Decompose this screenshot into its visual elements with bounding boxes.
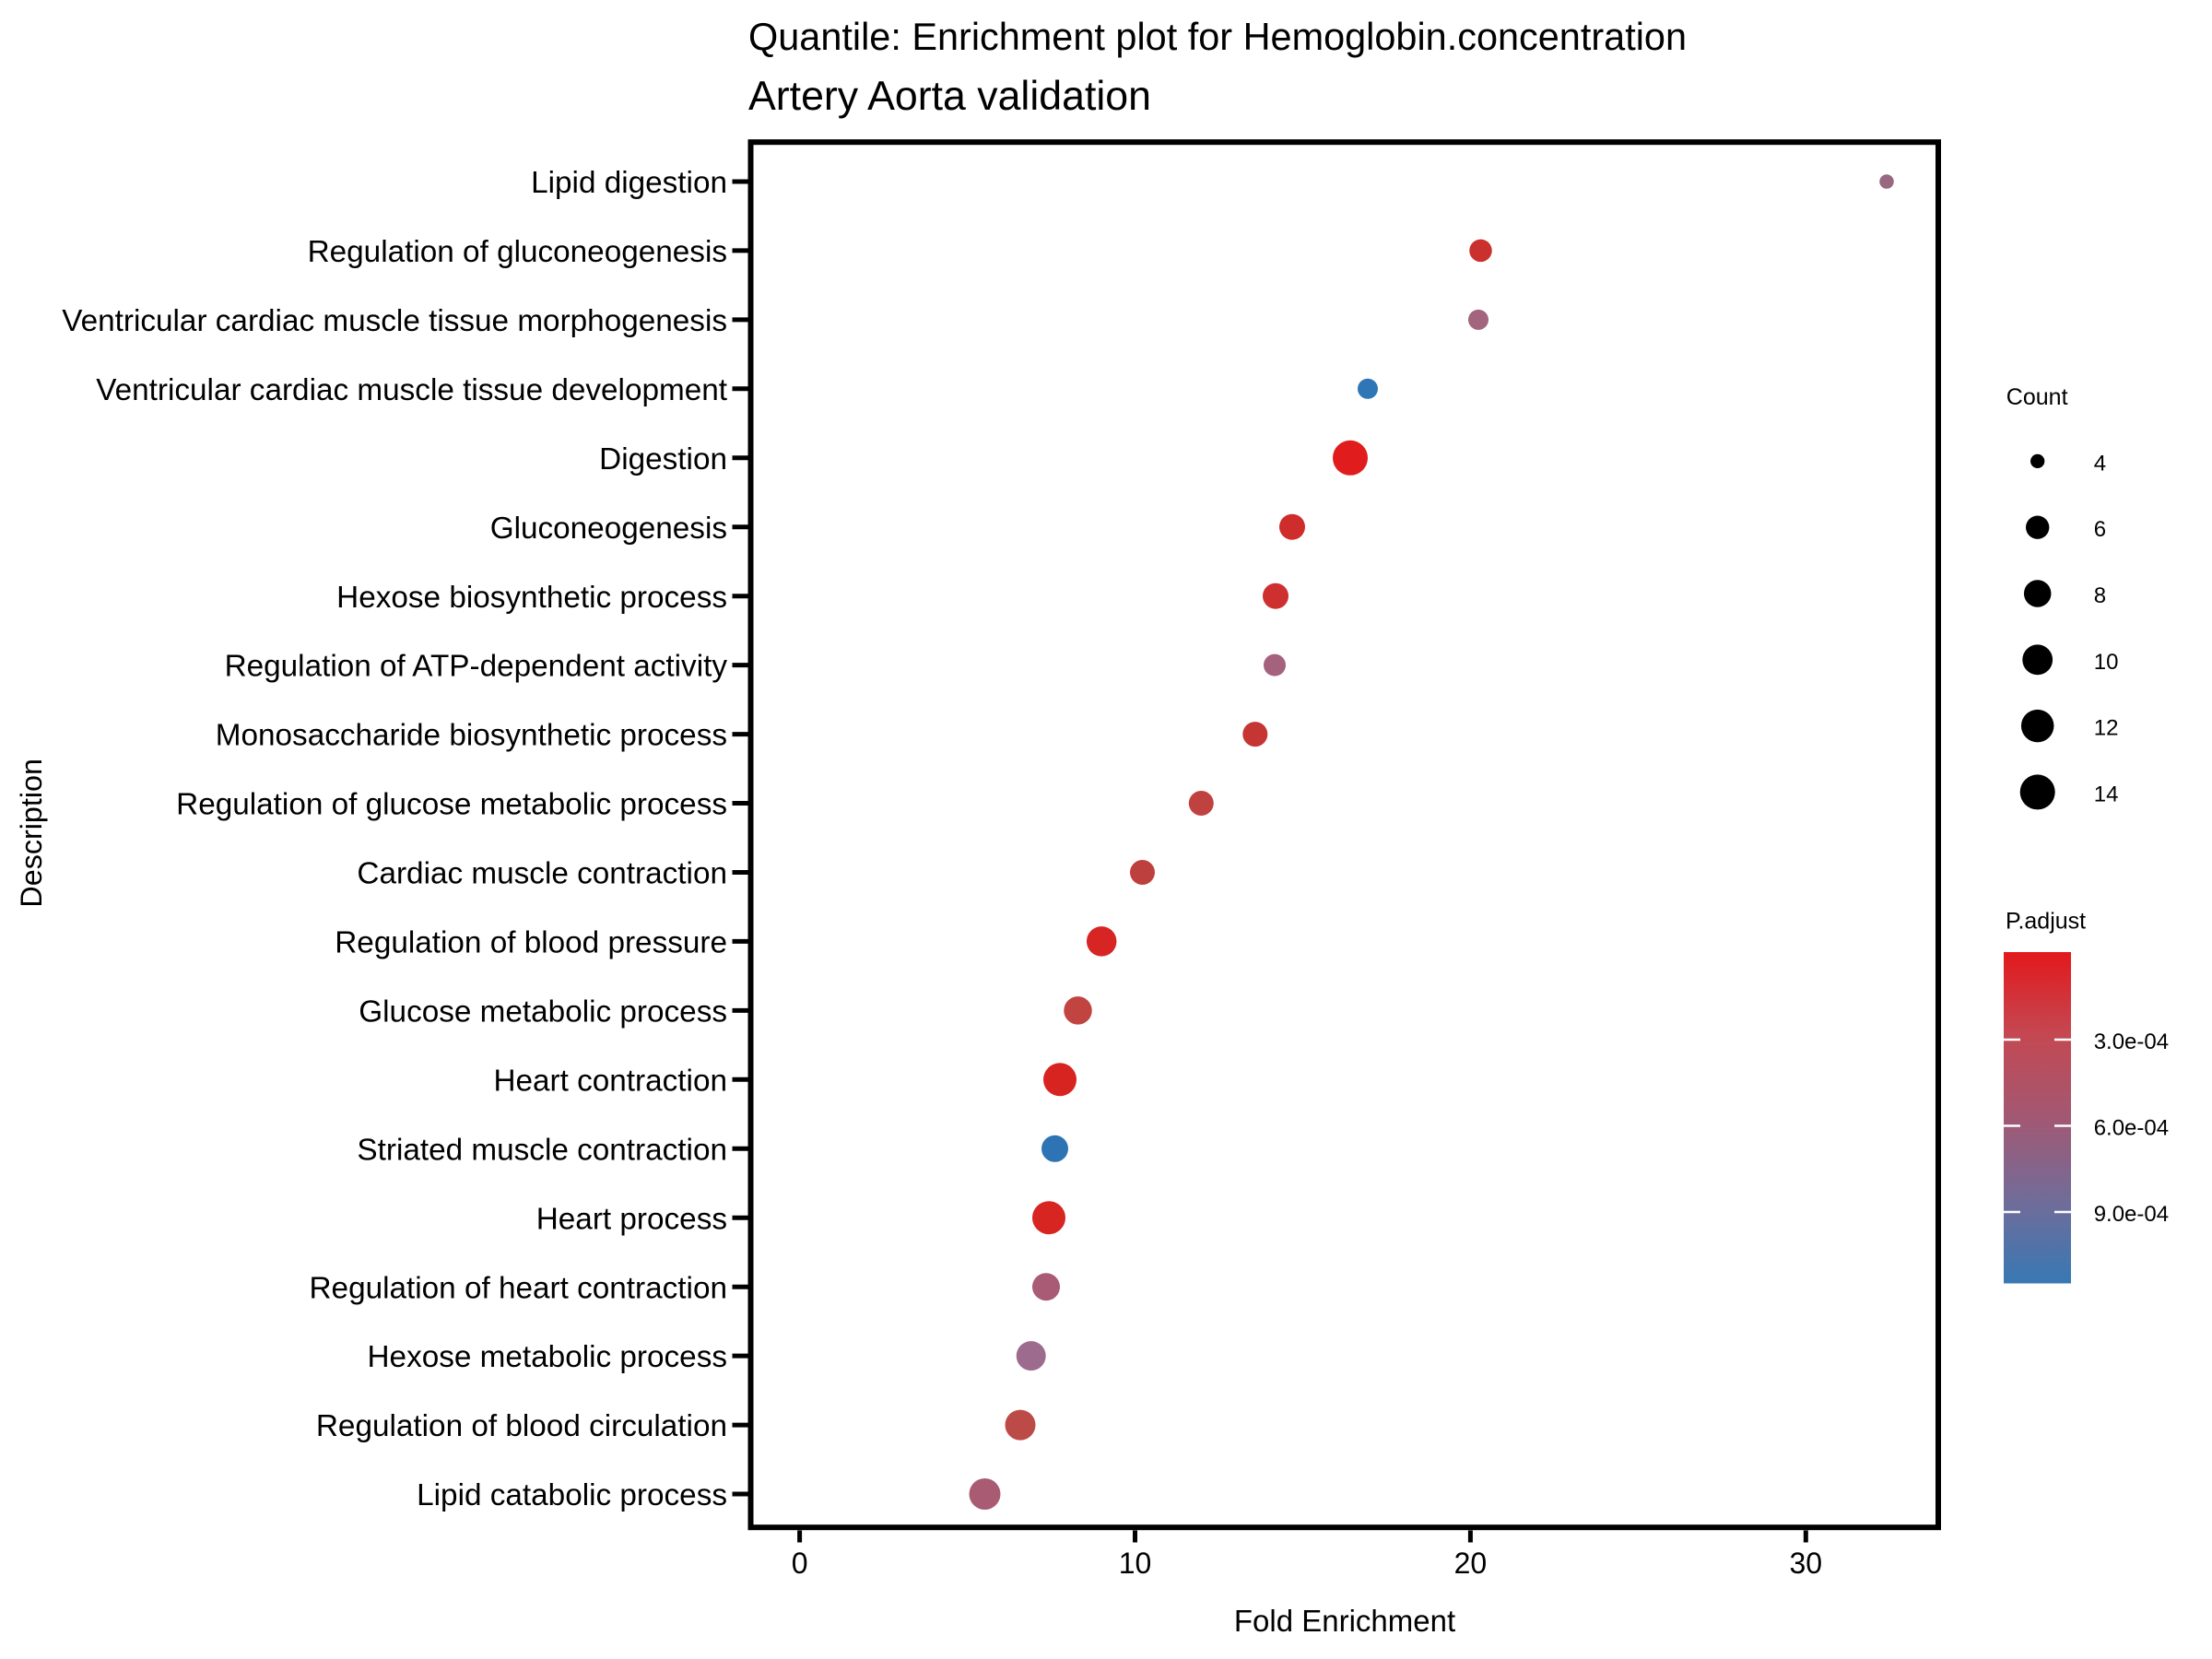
svg-text:14: 14 xyxy=(2094,782,2119,806)
svg-text:Lipid catabolic process: Lipid catabolic process xyxy=(417,1478,727,1512)
svg-text:Glucose metabolic process: Glucose metabolic process xyxy=(359,995,727,1030)
svg-text:6.0e-04: 6.0e-04 xyxy=(2094,1116,2169,1141)
svg-text:Heart process: Heart process xyxy=(536,1202,727,1236)
svg-text:Regulation of blood pressure: Regulation of blood pressure xyxy=(335,926,727,960)
svg-text:Lipid digestion: Lipid digestion xyxy=(531,166,727,200)
svg-text:10: 10 xyxy=(1119,1547,1152,1580)
svg-text:4: 4 xyxy=(2094,451,2106,476)
svg-text:Ventricular cardiac muscle tis: Ventricular cardiac muscle tissue morpho… xyxy=(62,304,727,338)
svg-text:30: 30 xyxy=(1790,1547,1823,1580)
svg-text:0: 0 xyxy=(792,1547,808,1580)
svg-text:P.adjust: P.adjust xyxy=(2006,909,2086,935)
svg-text:Regulation of heart contractio: Regulation of heart contraction xyxy=(310,1271,728,1305)
svg-text:Monosaccharide biosynthetic pr: Monosaccharide biosynthetic process xyxy=(216,719,727,753)
svg-text:3.0e-04: 3.0e-04 xyxy=(2094,1030,2169,1054)
svg-text:12: 12 xyxy=(2094,716,2119,741)
svg-text:Digestion: Digestion xyxy=(599,442,727,477)
svg-text:Fold Enrichment: Fold Enrichment xyxy=(1234,1604,1455,1638)
svg-text:Heart contraction: Heart contraction xyxy=(493,1064,727,1098)
svg-text:Description: Description xyxy=(15,759,48,908)
svg-text:Ventricular cardiac muscle tis: Ventricular cardiac muscle tissue develo… xyxy=(96,373,727,407)
svg-text:Regulation of gluconeogenesis: Regulation of gluconeogenesis xyxy=(308,235,727,269)
svg-text:Hexose metabolic process: Hexose metabolic process xyxy=(368,1340,728,1374)
svg-text:Regulation of blood circulatio: Regulation of blood circulation xyxy=(316,1409,727,1443)
svg-text:Cardiac muscle contraction: Cardiac muscle contraction xyxy=(357,857,727,891)
svg-text:Count: Count xyxy=(2006,384,2068,410)
svg-text:10: 10 xyxy=(2094,650,2119,675)
svg-text:Quantile: Enrichment plot for: Quantile: Enrichment plot for Hemoglobin… xyxy=(748,15,1687,58)
svg-text:Regulation of ATP-dependent ac: Regulation of ATP-dependent activity xyxy=(225,650,728,684)
svg-text:6: 6 xyxy=(2094,517,2106,542)
svg-text:9.0e-04: 9.0e-04 xyxy=(2094,1202,2169,1227)
svg-text:Gluconeogenesis: Gluconeogenesis xyxy=(490,512,727,546)
svg-text:8: 8 xyxy=(2094,583,2106,608)
svg-text:Striated muscle contraction: Striated muscle contraction xyxy=(357,1133,727,1167)
svg-text:20: 20 xyxy=(1454,1547,1488,1580)
svg-text:Hexose biosynthetic process: Hexose biosynthetic process xyxy=(336,581,727,615)
svg-text:Artery Aorta validation: Artery Aorta validation xyxy=(748,74,1151,119)
svg-text:Regulation of glucose metaboli: Regulation of glucose metabolic process xyxy=(176,788,727,822)
